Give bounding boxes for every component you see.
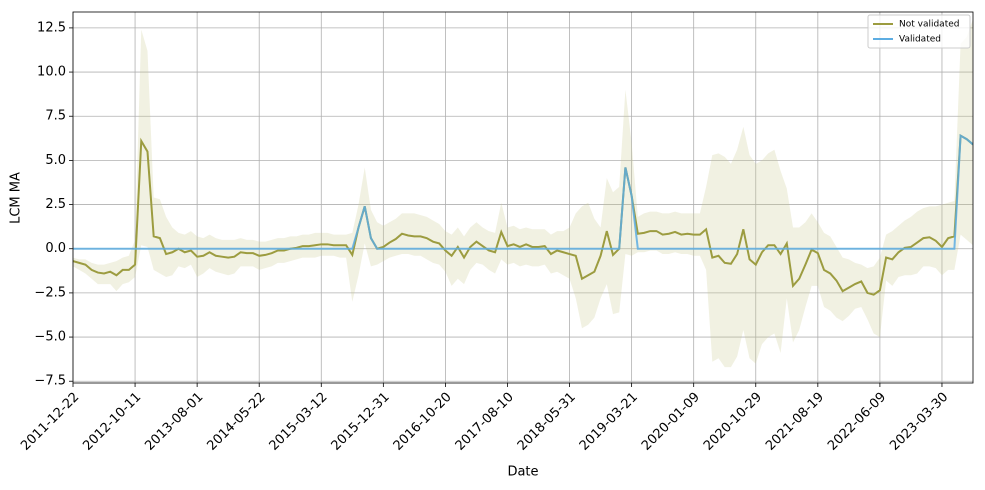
x-tick-label: 2021-08-19: [763, 390, 827, 454]
y-tick-label: −5.0: [34, 330, 66, 345]
x-axis-label: Date: [507, 465, 538, 480]
y-tick-label: 7.5: [45, 109, 66, 124]
legend-box: [867, 14, 971, 49]
series-line: [73, 134, 973, 296]
y-tick-label: 10.0: [37, 65, 66, 80]
y-tick-label: 2.5: [45, 197, 66, 212]
y-tick-label: 0.0: [45, 241, 66, 256]
x-tick-label: 2020-10-29: [701, 390, 765, 454]
y-tick-label: −2.5: [34, 285, 66, 300]
x-tick-label: 2012-10-11: [80, 390, 144, 454]
y-axis-label: LCM MA: [9, 172, 24, 224]
x-tick-label: 2015-12-31: [329, 390, 393, 454]
confidence-band: [73, 19, 973, 368]
y-tick-label: 12.5: [37, 20, 66, 35]
x-tick-label: 2023-03-30: [887, 390, 951, 454]
x-tick-label: 2015-03-12: [267, 390, 331, 454]
y-tick-label: −7.5: [34, 374, 66, 389]
x-tick-label: 2011-12-22: [18, 390, 82, 454]
legend-label: Not validated: [899, 20, 959, 30]
x-tick-label: 2017-08-10: [453, 390, 517, 454]
x-tick-label: 2014-05-22: [204, 390, 268, 454]
x-tick-label: 2016-10-20: [391, 390, 455, 454]
x-tick-label: 2019-03-21: [577, 390, 641, 454]
plot-frame: [72, 11, 974, 384]
y-tick-label: 5.0: [45, 153, 66, 168]
x-tick-label: 2018-05-31: [515, 390, 579, 454]
x-tick-label: 2020-01-09: [639, 390, 703, 454]
legend-label: Validated: [899, 35, 941, 45]
x-tick-label: 2022-06-09: [825, 390, 889, 454]
series-line: [73, 133, 973, 250]
x-tick-label: 2013-08-01: [142, 390, 206, 454]
